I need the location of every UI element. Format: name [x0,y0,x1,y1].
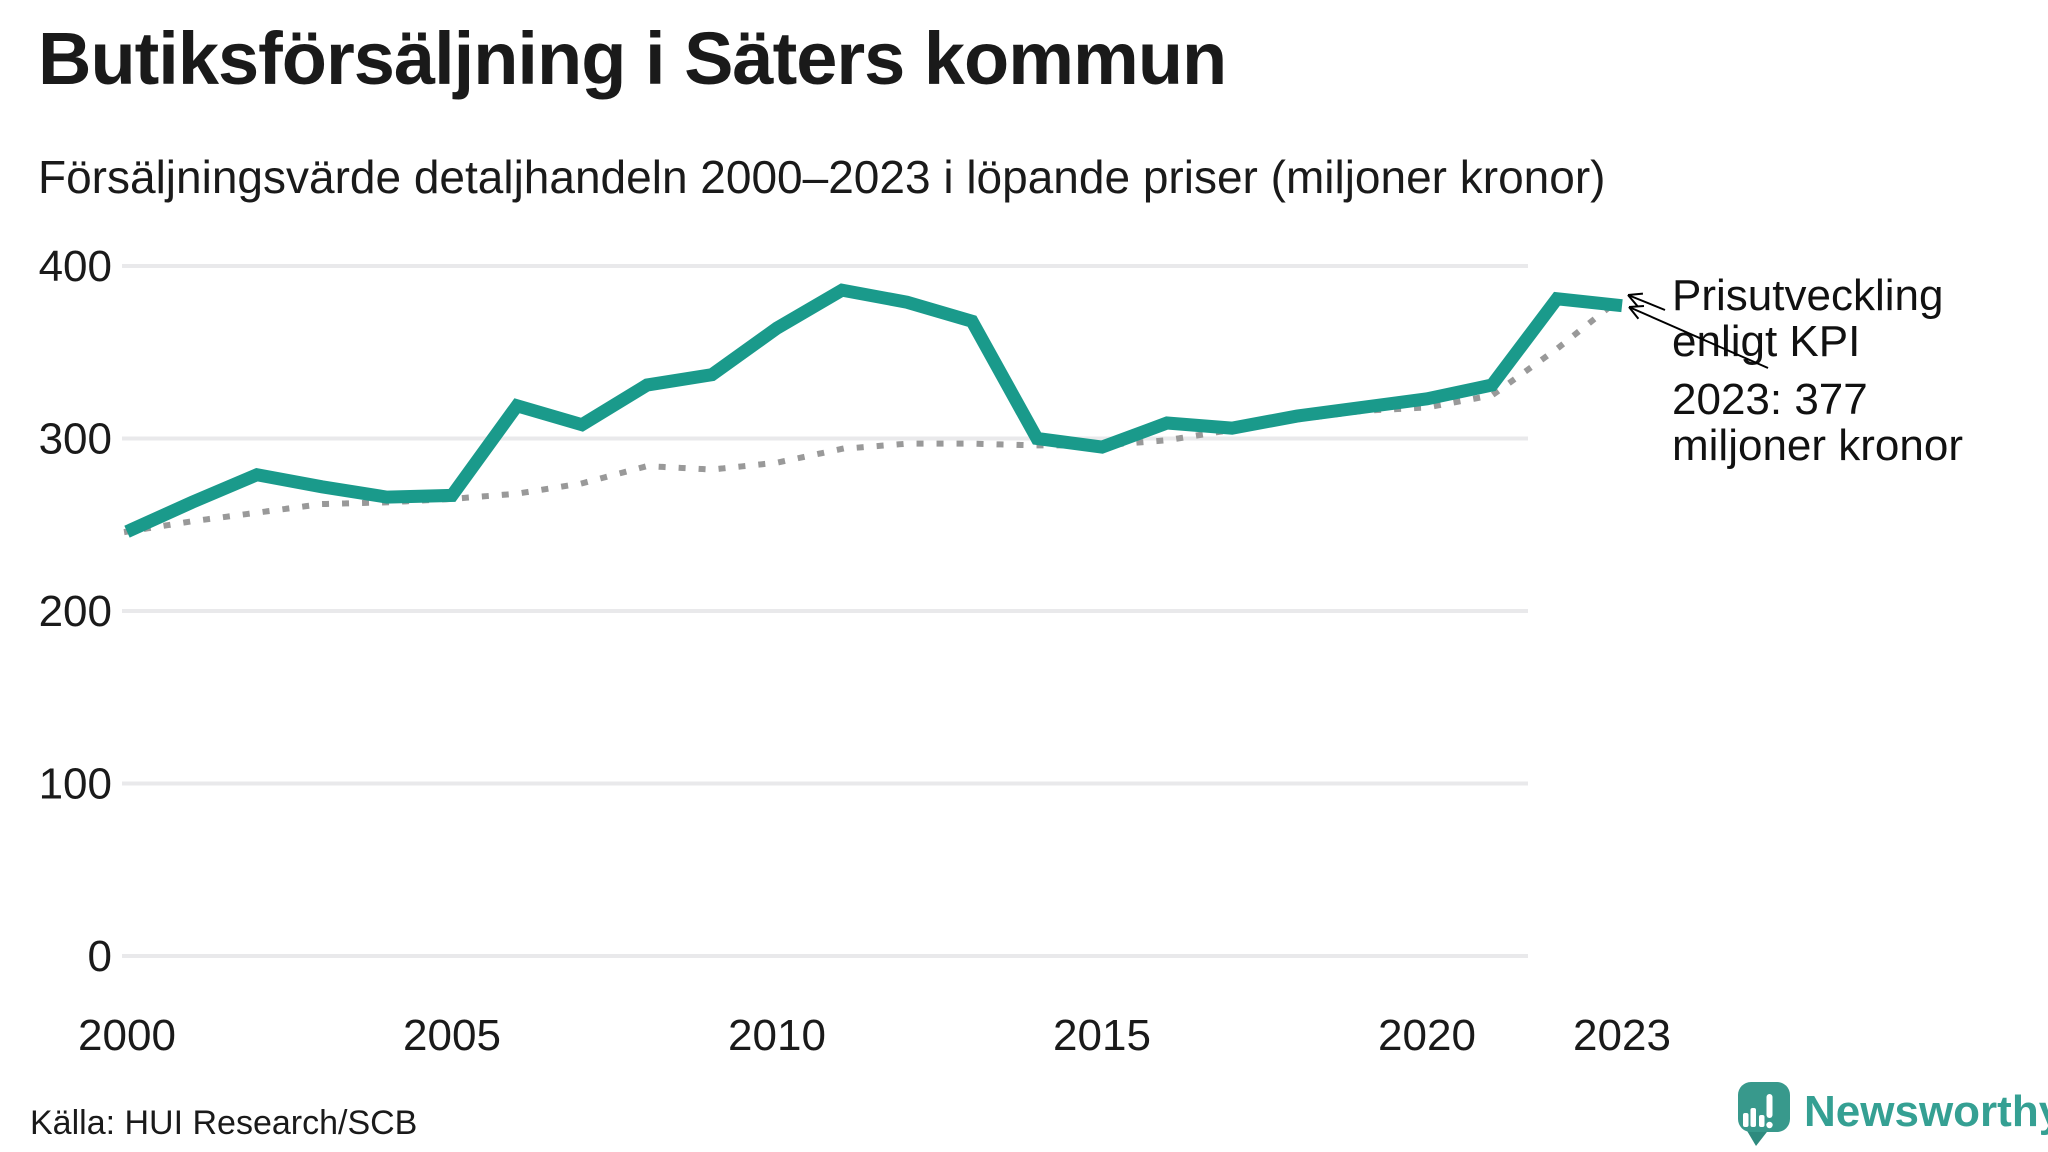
logo-exclamation-bar [1766,1094,1773,1118]
annotation-arrow-kpi [1627,294,1666,311]
annotation-label: Prisutveckling [1672,271,1943,320]
y-tick-label: 0 [88,932,112,981]
annotation-arrow-sales-head [1628,305,1645,308]
y-tick-label: 400 [39,242,112,291]
chart-subtitle: Försäljningsvärde detaljhandeln 2000–202… [38,151,1606,203]
annotation-arrow-sales [1628,306,1769,369]
x-tick-label: 2010 [728,1011,826,1060]
newsworthy-logo: Newsworthy [1738,1082,2048,1148]
annotation-label: enligt KPI [1672,317,1860,366]
logo-bar-2 [1750,1108,1756,1127]
logo-bar-1 [1743,1113,1749,1127]
annotation-label: 2023: 377 [1672,375,1868,424]
x-tick-label: 2020 [1378,1011,1476,1060]
sales-line [124,283,1623,538]
page-title: Butiksförsäljning i Säters kommun [38,17,1227,100]
x-tick-label: 2015 [1053,1011,1151,1060]
x-tick-label: 2023 [1573,1011,1671,1060]
y-tick-label: 200 [39,587,112,636]
x-tick-label: 2000 [78,1011,176,1060]
y-tick-label: 100 [39,760,112,809]
newsworthy-logo-text: Newsworthy [1804,1087,2048,1136]
annotation-arrow-kpi-head [1627,292,1644,296]
source-credit: Källa: HUI Research/SCB [30,1104,418,1142]
logo-bar-3 [1759,1115,1765,1127]
annotation-arrow-sales-head [1628,306,1640,320]
x-tick-label: 2005 [403,1011,501,1060]
y-tick-label: 300 [39,415,112,464]
annotation-label: miljoner kronor [1672,421,1963,470]
logo-exclamation-dot [1766,1121,1773,1129]
newsworthy-bubble-chart-icon [1738,1082,1790,1146]
annotation-arrow-kpi-head [1627,294,1639,308]
